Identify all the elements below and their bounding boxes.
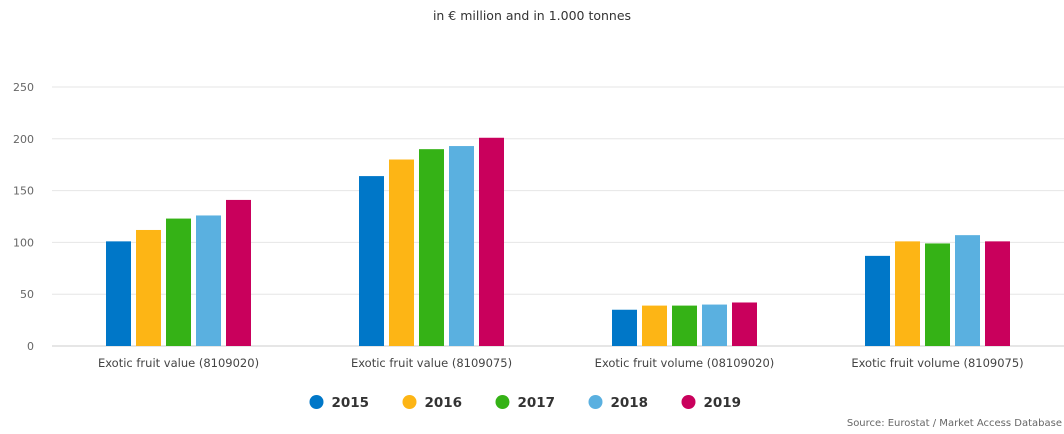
x-axis: Exotic fruit value (8109020) Exotic fruit… (98, 356, 1024, 370)
legend-item-2017[interactable]: 2017 (495, 395, 556, 411)
legend-label: 2015 (332, 395, 370, 411)
legend: 2015 2016 2017 2018 2019 (309, 395, 742, 411)
legend-marker (402, 395, 417, 409)
bar-2015-3[interactable] (612, 309, 637, 346)
bar-2015-1[interactable] (106, 241, 131, 346)
y-tick-label: 0 (27, 340, 34, 353)
legend-label: 2019 (704, 395, 742, 411)
bar-2016-3[interactable] (642, 305, 667, 346)
legend-label: 2016 (425, 395, 463, 411)
y-tick-label: 200 (13, 133, 34, 146)
y-tick-label: 150 (13, 185, 34, 198)
y-tick-label: 250 (13, 81, 34, 94)
bar-2018-1[interactable] (196, 215, 221, 346)
x-tick-label: Exotic fruit value (8109075) (351, 356, 512, 370)
bar-2019-1[interactable] (226, 199, 251, 346)
bars (106, 137, 1010, 346)
legend-marker (588, 395, 603, 409)
source-note: Source: Eurostat / Market Access Databas… (846, 418, 1062, 429)
legend-item-2018[interactable]: 2018 (588, 395, 649, 411)
bar-2018-3[interactable] (702, 304, 727, 346)
x-tick-label: Exotic fruit value (8109020) (98, 356, 259, 370)
legend-label: 2017 (518, 395, 556, 411)
bar-2017-1[interactable] (166, 218, 191, 346)
bar-2019-4[interactable] (985, 241, 1010, 346)
bar-2019-2[interactable] (479, 137, 504, 346)
legend-item-2015[interactable]: 2015 (309, 395, 370, 411)
bar-2016-1[interactable] (136, 229, 161, 346)
bar-2015-2[interactable] (359, 176, 384, 346)
bar-2018-4[interactable] (955, 235, 980, 346)
legend-item-2019[interactable]: 2019 (681, 395, 742, 411)
legend-marker (309, 395, 324, 409)
bar-2017-3[interactable] (672, 305, 697, 346)
legend-item-2016[interactable]: 2016 (402, 395, 463, 411)
legend-marker (681, 395, 696, 409)
bar-2019-3[interactable] (732, 302, 757, 346)
y-axis: 0 50 100 150 200 250 (13, 81, 34, 353)
bar-2018-2[interactable] (449, 146, 474, 346)
y-tick-label: 50 (20, 288, 34, 301)
bar-2017-2[interactable] (419, 149, 444, 346)
bar-2017-4[interactable] (925, 243, 950, 346)
legend-label: 2018 (611, 395, 649, 411)
chart-subtitle: in € million and in 1.000 tonnes (432, 8, 632, 23)
x-tick-label: Exotic fruit volume (8109075) (851, 356, 1023, 370)
bar-2016-2[interactable] (389, 159, 414, 346)
legend-marker (495, 395, 510, 409)
bar-2015-4[interactable] (865, 255, 890, 346)
bar-2016-4[interactable] (895, 241, 920, 346)
x-tick-label: Exotic fruit volume (08109020) (595, 356, 775, 370)
y-tick-label: 100 (13, 236, 34, 249)
